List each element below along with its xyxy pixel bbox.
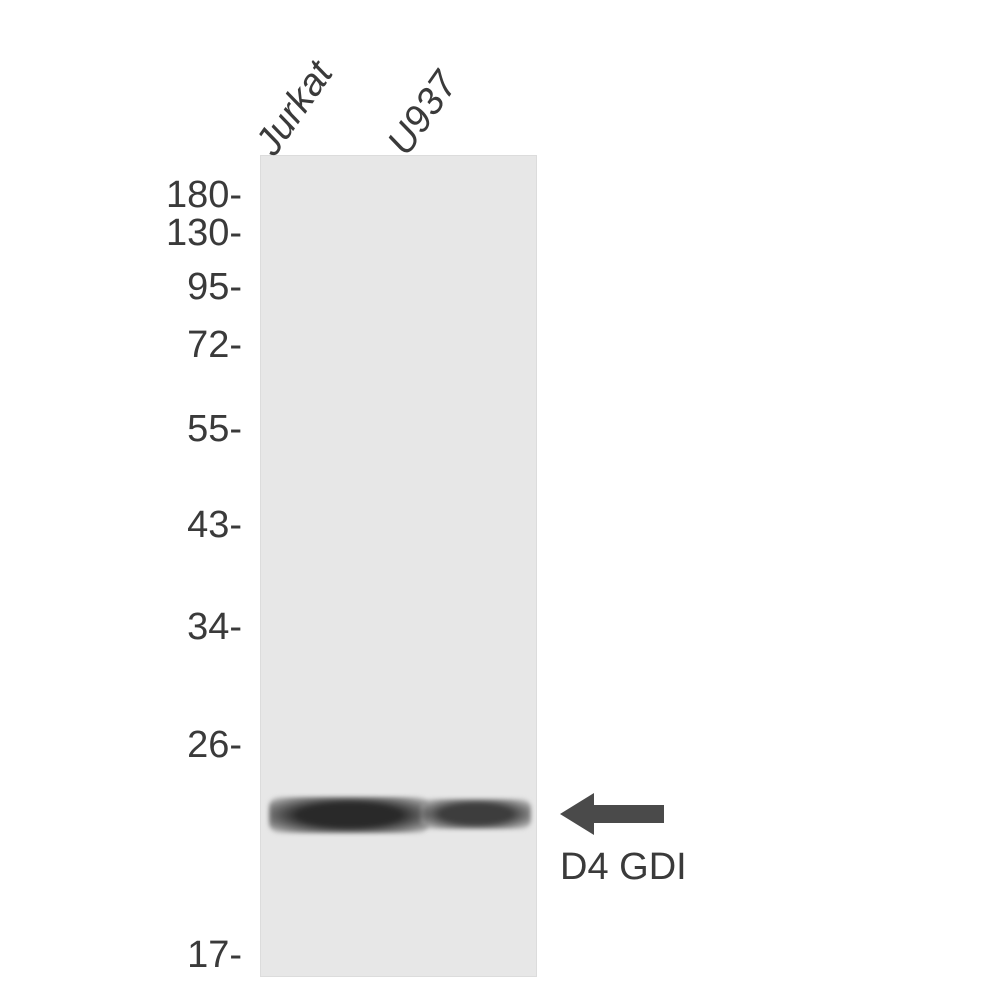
target-protein-label: D4 GDI [560,846,687,889]
band-arrow-icon [560,793,664,835]
mw-marker-label: 55- [0,408,242,451]
mw-marker-label: 180- [0,174,242,217]
lane-label: U937 [380,64,467,163]
mw-marker-label: 17- [0,934,242,977]
blot-strip [260,155,537,977]
lane-label: Jurkat [248,54,343,163]
jurkat-band [269,797,429,833]
mw-marker-label: 130- [0,212,242,255]
mw-marker-label: 34- [0,606,242,649]
u937-band [421,799,531,829]
mw-marker-label: 72- [0,324,242,367]
mw-marker-label: 95- [0,266,242,309]
mw-marker-label: 43- [0,504,242,547]
mw-marker-label: 26- [0,724,242,767]
figure-stage: Jurkat U937 180-130- 95- 72- 55- 43- 34- 26- 17-… [0,0,1000,1000]
